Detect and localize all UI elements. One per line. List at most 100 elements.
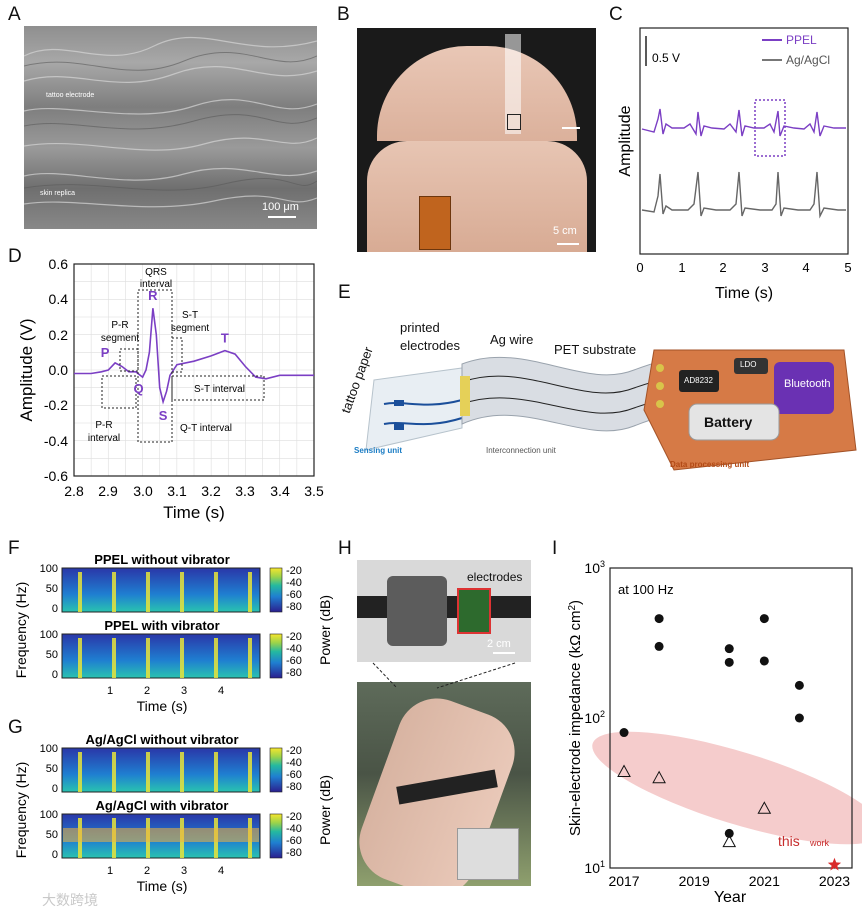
colorbar <box>269 633 283 679</box>
svg-text:100: 100 <box>40 563 58 575</box>
svg-text:-40: -40 <box>286 757 302 769</box>
svg-text:-20: -20 <box>286 811 302 823</box>
i-point-triangle <box>722 834 737 848</box>
watermark: 大数跨境 <box>42 892 98 908</box>
svg-text:102: 102 <box>584 709 605 726</box>
spec-beat <box>78 752 82 792</box>
svg-text:-80: -80 <box>286 781 302 793</box>
svg-text:0.4: 0.4 <box>49 291 69 307</box>
svg-text:0.2: 0.2 <box>49 327 69 343</box>
vibration-band <box>63 828 259 842</box>
svg-text:0: 0 <box>52 669 58 681</box>
i-this: this <box>778 833 800 849</box>
i-point-circle <box>759 656 769 666</box>
wrist-photo <box>357 682 531 886</box>
c-legend-ppel: PPEL <box>786 33 817 47</box>
d-ylabel: Amplitude (V) <box>17 319 36 422</box>
svg-text:0.6: 0.6 <box>49 256 69 272</box>
spec-beat <box>248 572 252 612</box>
d-qrs-label-1: QRS <box>145 267 167 278</box>
svg-text:0.0: 0.0 <box>49 362 69 378</box>
d-stseg-1: S-T <box>182 310 198 321</box>
svg-text:4: 4 <box>802 260 809 275</box>
svg-text:3.0: 3.0 <box>133 483 153 499</box>
spec-ylabel: Frequency (Hz) <box>13 582 29 678</box>
sem-image: tattoo electrode skin replica 100 μm <box>24 26 317 229</box>
e-interconnect: Interconnection unit <box>486 446 556 455</box>
svg-text:-40: -40 <box>286 643 302 655</box>
spec-title: Ag/AgCl without vibrator <box>85 732 238 747</box>
i-xtick: 2019 <box>679 873 710 889</box>
d-wave-R: R <box>148 288 158 303</box>
i-note: at 100 Hz <box>618 582 674 597</box>
svg-text:50: 50 <box>46 829 58 841</box>
i-point-circle <box>654 641 664 651</box>
c-xlabel: Time (s) <box>715 285 773 302</box>
spec-beat <box>112 752 116 792</box>
svg-text:50: 50 <box>46 763 58 775</box>
d-wave-T: T <box>221 331 229 346</box>
h-zoom-arrows <box>372 662 516 689</box>
spec-xlabel: Time (s) <box>137 878 188 894</box>
d-stint: S-T interval <box>194 384 245 395</box>
colorbar <box>269 747 283 793</box>
i-point-circle <box>654 614 664 624</box>
i-yticks: 103 102 101 <box>584 559 605 876</box>
i-highlight-ellipse <box>592 731 862 845</box>
i-point-star <box>827 857 842 871</box>
d-prseg-2: segment <box>101 333 140 344</box>
c-trace-ppel <box>641 108 846 137</box>
spec-beat <box>214 572 218 612</box>
e-battery: Battery <box>704 414 753 430</box>
i-xlabel: Year <box>714 889 747 906</box>
spec-beat <box>112 638 116 678</box>
spec-beat <box>214 638 218 678</box>
colorbar <box>269 567 283 613</box>
c-ylabel: Amplitude <box>617 105 634 176</box>
chart-d: 0.6 0.4 0.2 0.0 -0.2 -0.4 -0.6 2.8 2.9 3… <box>17 256 324 522</box>
spectrogram-g: Ag/AgCl without vibrator100500-20-40-60-… <box>13 732 333 894</box>
svg-text:-60: -60 <box>286 769 302 781</box>
d-grid <box>74 264 314 476</box>
svg-text:-80: -80 <box>286 667 302 679</box>
device-illustration: printed electrodes Ag wire PET substrate… <box>338 300 860 532</box>
spec-beat <box>180 752 184 792</box>
spec-beat <box>146 572 150 612</box>
svg-text:101: 101 <box>584 859 605 876</box>
panel-label-e: E <box>338 282 351 303</box>
svg-text:-20: -20 <box>286 565 302 577</box>
spec-beat <box>78 638 82 678</box>
e-bluetooth: Bluetooth <box>784 378 831 390</box>
svg-text:-0.4: -0.4 <box>44 433 68 449</box>
i-point-circle <box>794 680 804 690</box>
svg-text:0: 0 <box>636 260 643 275</box>
d-yticks: 0.6 0.4 0.2 0.0 -0.2 -0.4 -0.6 <box>44 256 68 484</box>
svg-text:-0.2: -0.2 <box>44 397 68 413</box>
i-xtick: 2023 <box>819 873 850 889</box>
e-printed: printed <box>400 320 440 335</box>
svg-text:100: 100 <box>40 809 58 821</box>
spec-title: Ag/AgCl with vibrator <box>96 798 229 813</box>
device-drawing <box>365 349 857 471</box>
svg-text:2.8: 2.8 <box>64 483 84 499</box>
sem-scale-label: 100 μm <box>262 201 299 213</box>
panel-label-f: F <box>8 538 20 559</box>
svg-text:100: 100 <box>40 743 58 755</box>
svg-text:-40: -40 <box>286 577 302 589</box>
spec-beat <box>112 572 116 612</box>
svg-text:3.1: 3.1 <box>167 483 187 499</box>
svg-text:2: 2 <box>719 260 726 275</box>
svg-text:-60: -60 <box>286 655 302 667</box>
svg-text:-20: -20 <box>286 745 302 757</box>
i-point-triangle <box>617 764 631 777</box>
i-point-triangle <box>652 770 666 784</box>
svg-text:1: 1 <box>678 260 685 275</box>
d-wave-P: P <box>101 345 110 360</box>
chart-i: at 100 Hz 103 102 101 2017 2019 2021 2023 Y… <box>567 559 862 906</box>
spec-beat <box>180 638 184 678</box>
svg-text:100: 100 <box>40 629 58 641</box>
d-qrs-label-2: interval <box>140 279 172 290</box>
svg-text:3.4: 3.4 <box>270 483 290 499</box>
spec-beat <box>248 638 252 678</box>
svg-text:5: 5 <box>844 260 851 275</box>
